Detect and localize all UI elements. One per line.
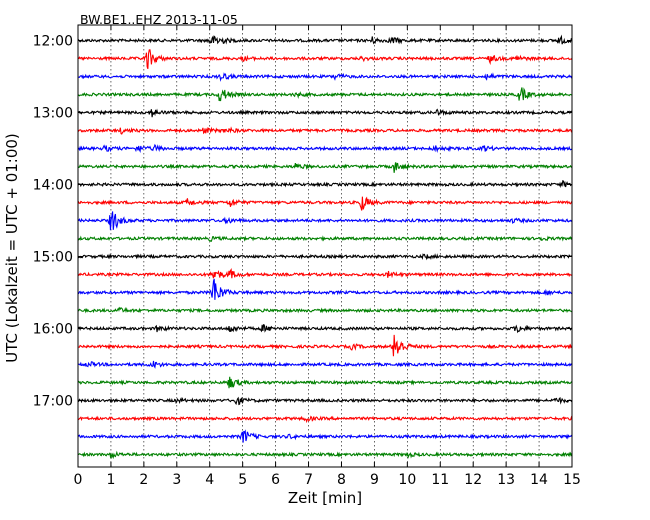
x-tick-label: 0: [74, 472, 83, 488]
x-tick-label: 3: [172, 472, 181, 488]
trace-1415: [77, 211, 573, 231]
x-tick-label: 13: [497, 472, 515, 488]
seismic-traces: [77, 34, 573, 460]
trace-1430: [77, 235, 573, 243]
x-tick-label: 11: [431, 472, 449, 488]
x-tick-label: 1: [106, 472, 115, 488]
y-tick-label: 13:00: [33, 106, 73, 122]
trace-1715: [77, 429, 573, 443]
trace-1445: [77, 253, 573, 261]
x-axis-label: Zeit [min]: [288, 489, 362, 507]
y-tick-label: 12:00: [33, 34, 73, 50]
x-tick-label: 15: [563, 472, 581, 488]
trace-1400: [77, 196, 573, 211]
y-tick-label: 14:00: [33, 178, 73, 194]
trace-1600: [77, 334, 573, 357]
x-axis-ticks: 0 1 2 3 4 5 6 7 8 9 10 11 12 13 14 15: [74, 25, 581, 488]
y-tick-label: 15:00: [33, 250, 73, 266]
y-axis-ticks: 12:00 13:00 14:00 15:00 16:00 17:00: [33, 34, 572, 410]
trace-1615: [77, 360, 573, 369]
x-tick-label: 14: [530, 472, 548, 488]
trace-1230: [77, 87, 573, 102]
x-tick-label: 2: [139, 472, 148, 488]
x-tick-label: 4: [205, 472, 214, 488]
trace-1500: [77, 267, 573, 279]
x-tick-label: 7: [304, 472, 313, 488]
trace-1300: [77, 126, 573, 135]
x-tick-label: 6: [271, 472, 280, 488]
trace-1315: [77, 143, 573, 154]
trace-1215: [77, 72, 573, 82]
trace-1700: [77, 415, 573, 424]
trace-1630: [77, 376, 573, 389]
trace-1730: [77, 450, 573, 460]
trace-1345: [77, 180, 573, 189]
trace-1515: [77, 278, 573, 300]
y-tick-label: 16:00: [33, 322, 73, 338]
trace-1145: [77, 34, 573, 45]
y-tick-label: 17:00: [33, 394, 73, 410]
x-tick-label: 9: [370, 472, 379, 488]
plot-frame: [77, 24, 573, 468]
trace-1530: [78, 306, 573, 314]
chart-title: BW.BE1..EHZ 2013-11-05: [80, 12, 238, 27]
x-tick-label: 10: [398, 472, 416, 488]
x-tick-label: 12: [464, 472, 482, 488]
trace-1245: [77, 108, 573, 118]
trace-1545: [77, 323, 573, 334]
y-axis-label: UTC (Lokalzeit = UTC + 01:00): [3, 133, 21, 363]
x-tick-label: 8: [337, 472, 346, 488]
trace-1645: [77, 396, 573, 406]
grid-lines: [110, 25, 540, 467]
trace-1200: [77, 49, 573, 70]
x-tick-label: 5: [238, 472, 247, 488]
trace-1330: [77, 162, 573, 173]
